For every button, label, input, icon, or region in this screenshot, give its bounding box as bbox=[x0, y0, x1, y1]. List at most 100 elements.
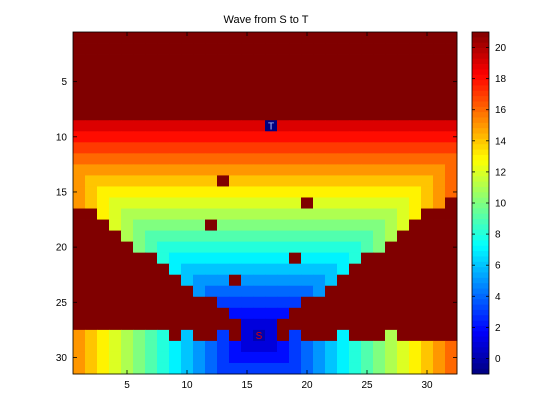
heatmap-cell bbox=[289, 307, 302, 320]
colorbar-segment bbox=[472, 299, 489, 305]
heatmap-cell bbox=[145, 32, 158, 44]
heatmap-cell bbox=[409, 32, 422, 44]
heatmap-cell bbox=[337, 230, 350, 243]
target-marker: T bbox=[268, 121, 274, 132]
heatmap-cell bbox=[385, 43, 398, 55]
heatmap-cell bbox=[313, 241, 326, 254]
heatmap-cell bbox=[241, 318, 254, 331]
colorbar: 0 2 4 6 8 10 12 14 16 18 20 bbox=[471, 31, 507, 375]
heatmap-cell bbox=[253, 65, 266, 77]
heatmap-cell bbox=[109, 164, 122, 176]
heatmap-cell bbox=[229, 87, 242, 99]
heatmap-cell bbox=[265, 142, 278, 154]
heatmap-cell bbox=[433, 307, 446, 320]
heatmap-cell bbox=[409, 219, 422, 231]
heatmap-cell bbox=[265, 274, 278, 287]
colorbar-segment bbox=[472, 304, 489, 311]
heatmap-cell bbox=[385, 274, 398, 287]
heatmap-cell bbox=[157, 274, 170, 287]
heatmap-cell bbox=[445, 98, 458, 110]
heatmap-cell bbox=[97, 98, 110, 110]
colorbar-segment bbox=[472, 112, 489, 118]
colorbar-segment bbox=[472, 170, 489, 177]
heatmap-cell bbox=[373, 65, 386, 77]
heatmap-cell bbox=[193, 197, 206, 209]
heatmap-cell bbox=[181, 164, 194, 176]
heatmap-cell bbox=[121, 120, 134, 132]
heatmap-cell bbox=[313, 175, 326, 187]
heatmap-cell bbox=[385, 98, 398, 110]
heatmap-cell bbox=[121, 131, 134, 143]
heatmap-cell bbox=[133, 263, 146, 276]
heatmap-cell bbox=[289, 43, 302, 55]
heatmap-cell bbox=[85, 109, 98, 121]
heatmap-cell bbox=[241, 230, 254, 243]
heatmap-cell bbox=[277, 252, 290, 265]
heatmap-cell bbox=[385, 65, 398, 77]
heatmap-cell bbox=[181, 340, 194, 353]
heatmap-cell bbox=[349, 175, 362, 187]
heatmap-cell bbox=[349, 76, 362, 88]
heatmap-cell bbox=[97, 285, 110, 298]
heatmap-cell bbox=[121, 285, 134, 298]
heatmap-cell bbox=[97, 296, 110, 309]
heatmap-cell bbox=[277, 318, 290, 331]
heatmap-cell bbox=[169, 307, 182, 320]
heatmap-cell bbox=[217, 120, 230, 132]
colorbar-segment bbox=[472, 96, 489, 102]
heatmap-cell bbox=[253, 329, 266, 342]
heatmap-cell bbox=[145, 274, 158, 287]
heatmap-cell bbox=[301, 87, 314, 99]
heatmap-cell bbox=[253, 98, 266, 110]
heatmap-cell bbox=[373, 296, 386, 309]
heatmap-cell bbox=[241, 54, 254, 66]
colorbar-segment bbox=[472, 272, 489, 279]
heatmap-cell bbox=[421, 98, 434, 110]
heatmap-cell bbox=[169, 252, 182, 265]
colorbar-segment bbox=[472, 192, 489, 199]
heatmap-cell bbox=[409, 109, 422, 121]
heatmap-cell bbox=[277, 219, 290, 231]
plot-frame bbox=[72, 31, 458, 375]
heatmap-cell bbox=[121, 329, 134, 342]
heatmap-cell bbox=[325, 153, 338, 165]
heatmap-cell bbox=[301, 241, 314, 254]
heatmap-cell bbox=[253, 197, 266, 209]
heatmap-cell bbox=[217, 131, 230, 143]
heatmap-cell bbox=[385, 153, 398, 165]
heatmap-cell bbox=[253, 186, 266, 198]
heatmap-cell bbox=[421, 285, 434, 298]
heatmap-cell bbox=[181, 285, 194, 298]
heatmap-cell bbox=[133, 197, 146, 209]
heatmap-cell bbox=[229, 32, 242, 44]
heatmap-cell bbox=[433, 241, 446, 254]
heatmap-cell bbox=[157, 32, 170, 44]
heatmap-cell bbox=[397, 65, 410, 77]
heatmap-cell bbox=[145, 340, 158, 353]
heatmap-cell bbox=[337, 43, 350, 55]
heatmap-cell bbox=[157, 230, 170, 243]
heatmap-cell bbox=[361, 219, 374, 231]
colorbar-segment bbox=[472, 368, 489, 375]
heatmap-cell bbox=[157, 252, 170, 265]
heatmap-cell bbox=[97, 219, 110, 231]
heatmap-cell bbox=[421, 329, 434, 342]
heatmap-cell bbox=[133, 109, 146, 121]
heatmap-cell bbox=[409, 208, 422, 220]
heatmap-cell bbox=[97, 142, 110, 154]
heatmap-cell bbox=[397, 109, 410, 121]
heatmap-cell bbox=[133, 274, 146, 287]
heatmap-cell bbox=[301, 307, 314, 320]
heatmap-cell bbox=[289, 263, 302, 276]
heatmap-cell bbox=[181, 230, 194, 243]
heatmap-cell bbox=[265, 307, 278, 320]
heatmap-cell bbox=[277, 109, 290, 121]
heatmap-cell bbox=[265, 230, 278, 243]
heatmap-cell bbox=[445, 230, 458, 243]
heatmap-cell bbox=[157, 120, 170, 132]
heatmap-cell bbox=[265, 175, 278, 187]
heatmap-cell bbox=[397, 362, 410, 375]
heatmap-cell bbox=[217, 296, 230, 309]
colorbar-segment bbox=[472, 203, 489, 209]
heatmap-cell bbox=[229, 230, 242, 243]
